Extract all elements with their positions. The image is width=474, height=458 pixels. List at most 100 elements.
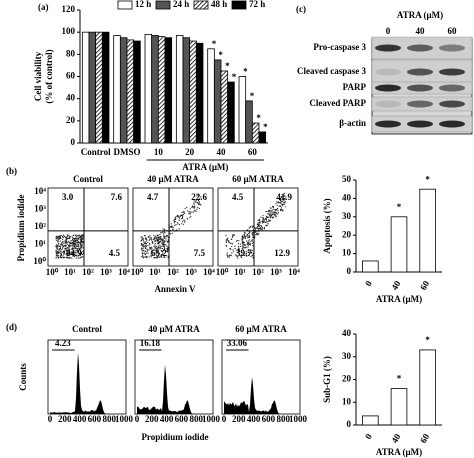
- event-dot: [241, 241, 243, 243]
- significance-mark: *: [425, 335, 430, 345]
- event-dot: [160, 236, 162, 238]
- event-dot: [174, 224, 176, 226]
- event-dot: [243, 233, 245, 235]
- event-dot: [231, 245, 233, 248]
- event-dot: [271, 211, 273, 213]
- x-tick-label: 10²: [167, 267, 179, 277]
- event-dot: [247, 233, 249, 235]
- event-dot: [257, 227, 259, 229]
- event-dot: [160, 239, 162, 241]
- event-dot: [80, 253, 82, 255]
- event-dot: [279, 209, 282, 211]
- legend-label: 72 h: [249, 0, 265, 9]
- event-dot: [282, 209, 284, 211]
- event-dot: [159, 240, 161, 243]
- event-dot: [163, 248, 166, 250]
- event-dot: [283, 197, 285, 200]
- event-dot: [55, 249, 57, 251]
- x-tick-label: 400: [160, 414, 174, 424]
- event-dot: [66, 238, 68, 240]
- significance-mark: *: [225, 61, 230, 71]
- x-tick-label: 40: [217, 147, 227, 157]
- event-dot: [73, 242, 75, 244]
- legend-label: 48 h: [211, 0, 227, 9]
- event-dot: [269, 211, 271, 213]
- event-dot: [170, 226, 173, 228]
- plot-frame: [221, 339, 301, 415]
- event-dot: [162, 254, 165, 257]
- y-tick-label: 10³: [34, 204, 46, 214]
- lane-label: 0: [386, 26, 391, 36]
- event-dot: [57, 255, 59, 257]
- event-dot: [262, 220, 264, 222]
- event-dot: [67, 254, 69, 256]
- bar: [390, 388, 408, 426]
- event-dot: [150, 238, 152, 240]
- event-dot: [173, 222, 175, 224]
- event-dot: [162, 252, 164, 254]
- event-dot: [280, 200, 283, 202]
- event-dot: [172, 227, 174, 229]
- event-dot: [260, 226, 263, 228]
- blot-band: [439, 120, 465, 128]
- event-dot: [148, 239, 150, 241]
- event-dot: [78, 236, 80, 239]
- event-dot: [198, 202, 200, 204]
- event-dot: [249, 235, 251, 237]
- event-dot: [196, 208, 198, 210]
- event-dot: [157, 239, 159, 241]
- bar: [164, 37, 173, 144]
- event-dot: [62, 238, 64, 241]
- event-dot: [141, 238, 143, 240]
- event-dot: [151, 239, 153, 241]
- event-dot: [226, 245, 228, 247]
- event-dot: [280, 197, 282, 199]
- event-dot: [243, 237, 245, 239]
- event-dot: [242, 249, 244, 251]
- event-dot: [171, 232, 173, 234]
- event-dot: [154, 239, 157, 242]
- event-dot: [147, 249, 149, 252]
- event-dot: [75, 237, 77, 239]
- event-dot: [283, 201, 285, 203]
- y-tick-label: 0: [347, 266, 352, 276]
- event-dot: [80, 256, 82, 259]
- event-dot: [157, 236, 160, 238]
- event-dot: [256, 231, 258, 233]
- event-dot: [183, 219, 185, 221]
- event-dot: [59, 255, 61, 257]
- event-dot: [238, 247, 240, 249]
- event-dot: [154, 244, 156, 246]
- event-dot: [63, 242, 65, 244]
- event-dot: [70, 243, 73, 245]
- event-dot: [254, 231, 256, 233]
- bar: [362, 260, 379, 273]
- event-dot: [251, 242, 253, 245]
- event-dot: [184, 221, 186, 223]
- event-dot: [276, 213, 279, 215]
- event-dot: [64, 240, 66, 242]
- event-dot: [164, 243, 166, 246]
- bar: [113, 35, 121, 144]
- event-dot: [190, 215, 192, 217]
- event-dot: [62, 234, 65, 236]
- event-dot: [163, 255, 166, 257]
- event-dot: [265, 221, 267, 223]
- y-tick-label: 120: [62, 4, 76, 14]
- event-dot: [244, 237, 247, 240]
- event-dot: [143, 243, 145, 245]
- event-dot: [184, 212, 186, 214]
- event-dot: [162, 236, 165, 238]
- event-dot: [55, 256, 57, 258]
- event-dot: [61, 244, 63, 246]
- bar: [157, 36, 166, 144]
- event-dot: [76, 240, 79, 242]
- event-dot: [239, 255, 242, 257]
- event-dot: [184, 220, 186, 222]
- event-dot: [68, 237, 70, 240]
- event-dot: [167, 248, 169, 250]
- bar: [81, 31, 90, 144]
- x-tick-label: 200: [145, 414, 159, 424]
- event-dot: [174, 220, 176, 223]
